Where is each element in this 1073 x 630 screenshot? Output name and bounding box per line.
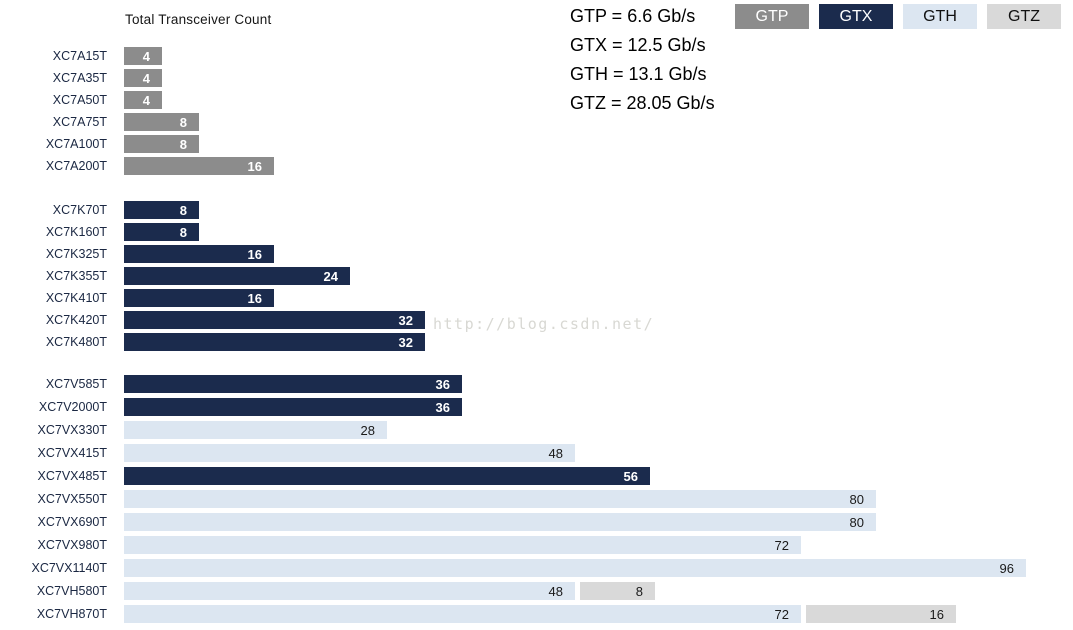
device-group: XC7A15T 4 XC7A35T 4 XC7A50T 4 XC7A75T 8 XC7A100T… (0, 47, 1073, 175)
bar-segment-gtx: 16 (124, 245, 274, 263)
device-label: XC7VX980T (37, 538, 107, 552)
legend-item-gtz: GTZ (987, 4, 1061, 29)
bar-segment-gth: 48 (124, 444, 575, 462)
device-label: XC7K420T (45, 313, 107, 327)
bar-segment-gth: 72 (124, 605, 801, 623)
bar-segment-gth: 96 (124, 559, 1026, 577)
bar-segment-gtz: 16 (806, 605, 956, 623)
device-label: XC7A50T (52, 93, 107, 107)
device-label: XC7A200T (45, 159, 107, 173)
chart-row: XC7A50T 4 (0, 91, 1073, 109)
bar-segment-gtx: 56 (124, 467, 650, 485)
device-label: XC7V585T (45, 377, 107, 391)
speed-note: GTZ = 28.05 Gb/s (570, 93, 715, 113)
bar-segment-gtp: 8 (124, 113, 199, 131)
bar-segment-gtz: 8 (580, 582, 655, 600)
speed-note: GTH = 13.1 Gb/s (570, 64, 707, 84)
chart-row: XC7VX485T 56 (0, 467, 1073, 485)
device-label: XC7V2000T (38, 400, 107, 414)
speed-note: GTP = 6.6 Gb/s (570, 6, 696, 26)
bar-segment-gtx: 8 (124, 201, 199, 219)
chart-row: XC7K355T 24 (0, 267, 1073, 285)
bar-segment-gtx: 16 (124, 289, 274, 307)
device-label: XC7VX330T (37, 423, 107, 437)
chart-row: XC7V2000T 36 (0, 398, 1073, 416)
bar-segment-gth: 48 (124, 582, 575, 600)
chart-row: XC7A35T 4 (0, 69, 1073, 87)
chart-row: XC7A200T 16 (0, 157, 1073, 175)
device-group: XC7V585T 36 XC7V2000T 36 XC7VX330T 28 XC7VX415… (0, 375, 1073, 623)
chart-row: XC7A75T 8 (0, 113, 1073, 131)
device-label: XC7VX690T (37, 515, 107, 529)
speed-note: GTX = 12.5 Gb/s (570, 35, 706, 55)
chart-row: XC7VX550T 80 (0, 490, 1073, 508)
device-label: XC7A15T (52, 49, 107, 63)
device-group: XC7K70T 8 XC7K160T 8 XC7K325T 16 XC7K355T 24 XC7… (0, 201, 1073, 351)
bar-segment-gth: 72 (124, 536, 801, 554)
chart-row: XC7VX330T 28 (0, 421, 1073, 439)
bar-segment-gtx: 36 (124, 398, 462, 416)
device-label: XC7A35T (52, 71, 107, 85)
device-label: XC7A100T (45, 137, 107, 151)
chart-row: XC7K480T 32 (0, 333, 1073, 351)
bar-chart: XC7A15T 4 XC7A35T 4 XC7A50T 4 XC7A75T 8 XC7A100T… (0, 47, 1073, 628)
device-label: XC7VX550T (37, 492, 107, 506)
device-label: XC7K160T (45, 225, 107, 239)
chart-row: XC7K70T 8 (0, 201, 1073, 219)
device-label: XC7K70T (52, 203, 107, 217)
device-label: XC7VH580T (36, 584, 107, 598)
legend-item-gth: GTH (903, 4, 977, 29)
bar-segment-gth: 28 (124, 421, 387, 439)
chart-row: XC7K410T 16 (0, 289, 1073, 307)
legend: GTP GTX GTH GTZ (735, 4, 1061, 29)
device-label: XC7K480T (45, 335, 107, 349)
bar-segment-gtx: 36 (124, 375, 462, 393)
chart-row: XC7K160T 8 (0, 223, 1073, 241)
device-label: XC7K355T (45, 269, 107, 283)
device-label: XC7A75T (52, 115, 107, 129)
bar-segment-gth: 80 (124, 490, 876, 508)
chart-row: XC7VH870T 72 16 (0, 605, 1073, 623)
legend-item-gtx: GTX (819, 4, 893, 29)
bar-segment-gtx: 32 (124, 311, 425, 329)
chart-row: XC7K325T 16 (0, 245, 1073, 263)
chart-row: XC7K420T 32 (0, 311, 1073, 329)
bar-segment-gtp: 4 (124, 91, 162, 109)
bar-segment-gtx: 32 (124, 333, 425, 351)
bar-segment-gtp: 4 (124, 47, 162, 65)
chart-row: XC7VH580T 48 8 (0, 582, 1073, 600)
device-label: XC7K325T (45, 247, 107, 261)
chart-row: XC7A100T 8 (0, 135, 1073, 153)
legend-item-gtp: GTP (735, 4, 809, 29)
device-label: XC7VX485T (37, 469, 107, 483)
chart-row: XC7VX690T 80 (0, 513, 1073, 531)
chart-row: XC7V585T 36 (0, 375, 1073, 393)
bar-segment-gtp: 16 (124, 157, 274, 175)
chart-row: XC7VX1140T 96 (0, 559, 1073, 577)
device-label: XC7K410T (45, 291, 107, 305)
speed-notes: GTP = 6.6 Gb/s GTX = 12.5 Gb/s GTH = 13.1 … (570, 2, 715, 118)
chart-row: XC7A15T 4 (0, 47, 1073, 65)
bar-segment-gtx: 24 (124, 267, 350, 285)
bar-segment-gtp: 4 (124, 69, 162, 87)
chart-row: XC7VX980T 72 (0, 536, 1073, 554)
watermark: http://blog.csdn.net/ (433, 315, 655, 333)
chart-row: XC7VX415T 48 (0, 444, 1073, 462)
device-label: XC7VH870T (36, 607, 107, 621)
chart-title: Total Transceiver Count (125, 12, 272, 27)
device-label: XC7VX415T (37, 446, 107, 460)
bar-segment-gtp: 8 (124, 135, 199, 153)
bar-segment-gth: 80 (124, 513, 876, 531)
bar-segment-gtx: 8 (124, 223, 199, 241)
device-label: XC7VX1140T (31, 561, 107, 575)
